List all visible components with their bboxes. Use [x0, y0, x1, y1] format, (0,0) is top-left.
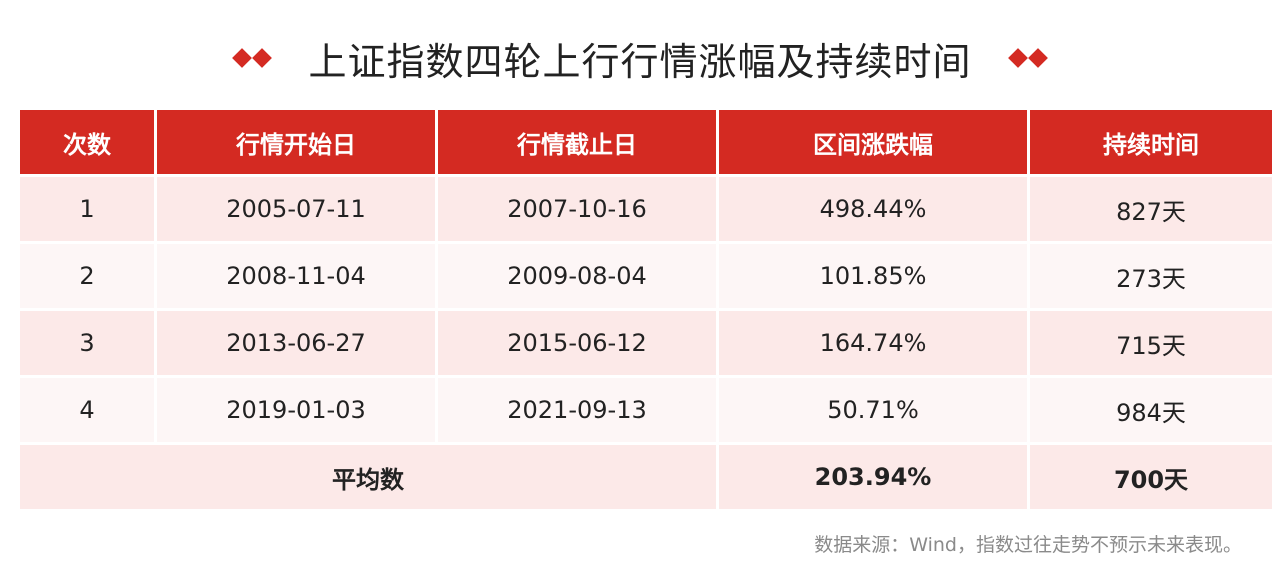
average-label: 平均数 [20, 445, 716, 509]
column-header-change: 区间涨跌幅 [719, 110, 1027, 174]
cell-end-date: 2021-09-13 [438, 378, 716, 442]
title-bar: 上证指数四轮上行行情涨幅及持续时间 [0, 28, 1280, 88]
column-header-end-date: 行情截止日 [438, 110, 716, 174]
table-row: 2 2008-11-04 2009-08-04 101.85% 273天 [20, 244, 1272, 308]
average-change: 203.94% [719, 445, 1027, 509]
page-title: 上证指数四轮上行行情涨幅及持续时间 [308, 39, 972, 84]
cell-start-date: 2013-06-27 [157, 311, 435, 375]
right-diamond-icon [1007, 48, 1048, 68]
cell-end-date: 2009-08-04 [438, 244, 716, 308]
cell-duration: 827天 [1030, 177, 1272, 241]
cell-change: 498.44% [719, 177, 1027, 241]
average-row: 平均数 203.94% 700天 [20, 445, 1272, 509]
cell-end-date: 2015-06-12 [438, 311, 716, 375]
cell-change: 101.85% [719, 244, 1027, 308]
column-header-count: 次数 [20, 110, 154, 174]
cell-end-date: 2007-10-16 [438, 177, 716, 241]
table-row: 1 2005-07-11 2007-10-16 498.44% 827天 [20, 177, 1272, 241]
table-header-row: 次数 行情开始日 行情截止日 区间涨跌幅 持续时间 [20, 110, 1272, 174]
column-header-start-date: 行情开始日 [157, 110, 435, 174]
cell-count: 1 [20, 177, 154, 241]
average-duration: 700天 [1030, 445, 1272, 509]
cell-start-date: 2008-11-04 [157, 244, 435, 308]
table-row: 4 2019-01-03 2021-09-13 50.71% 984天 [20, 378, 1272, 442]
cell-start-date: 2019-01-03 [157, 378, 435, 442]
cell-start-date: 2005-07-11 [157, 177, 435, 241]
cell-duration: 273天 [1030, 244, 1272, 308]
cell-duration: 984天 [1030, 378, 1272, 442]
cell-count: 3 [20, 311, 154, 375]
data-table-container: 次数 行情开始日 行情截止日 区间涨跌幅 持续时间 1 2005-07-11 2… [20, 107, 1272, 512]
cell-count: 4 [20, 378, 154, 442]
table-row: 3 2013-06-27 2015-06-12 164.74% 715天 [20, 311, 1272, 375]
left-diamond-icon [232, 48, 273, 68]
cell-duration: 715天 [1030, 311, 1272, 375]
cell-change: 164.74% [719, 311, 1027, 375]
source-footnote: 数据来源：Wind，指数过往走势不预示未来表现。 [814, 534, 1242, 556]
cell-count: 2 [20, 244, 154, 308]
data-table: 次数 行情开始日 行情截止日 区间涨跌幅 持续时间 1 2005-07-11 2… [17, 107, 1275, 512]
column-header-duration: 持续时间 [1030, 110, 1272, 174]
cell-change: 50.71% [719, 378, 1027, 442]
